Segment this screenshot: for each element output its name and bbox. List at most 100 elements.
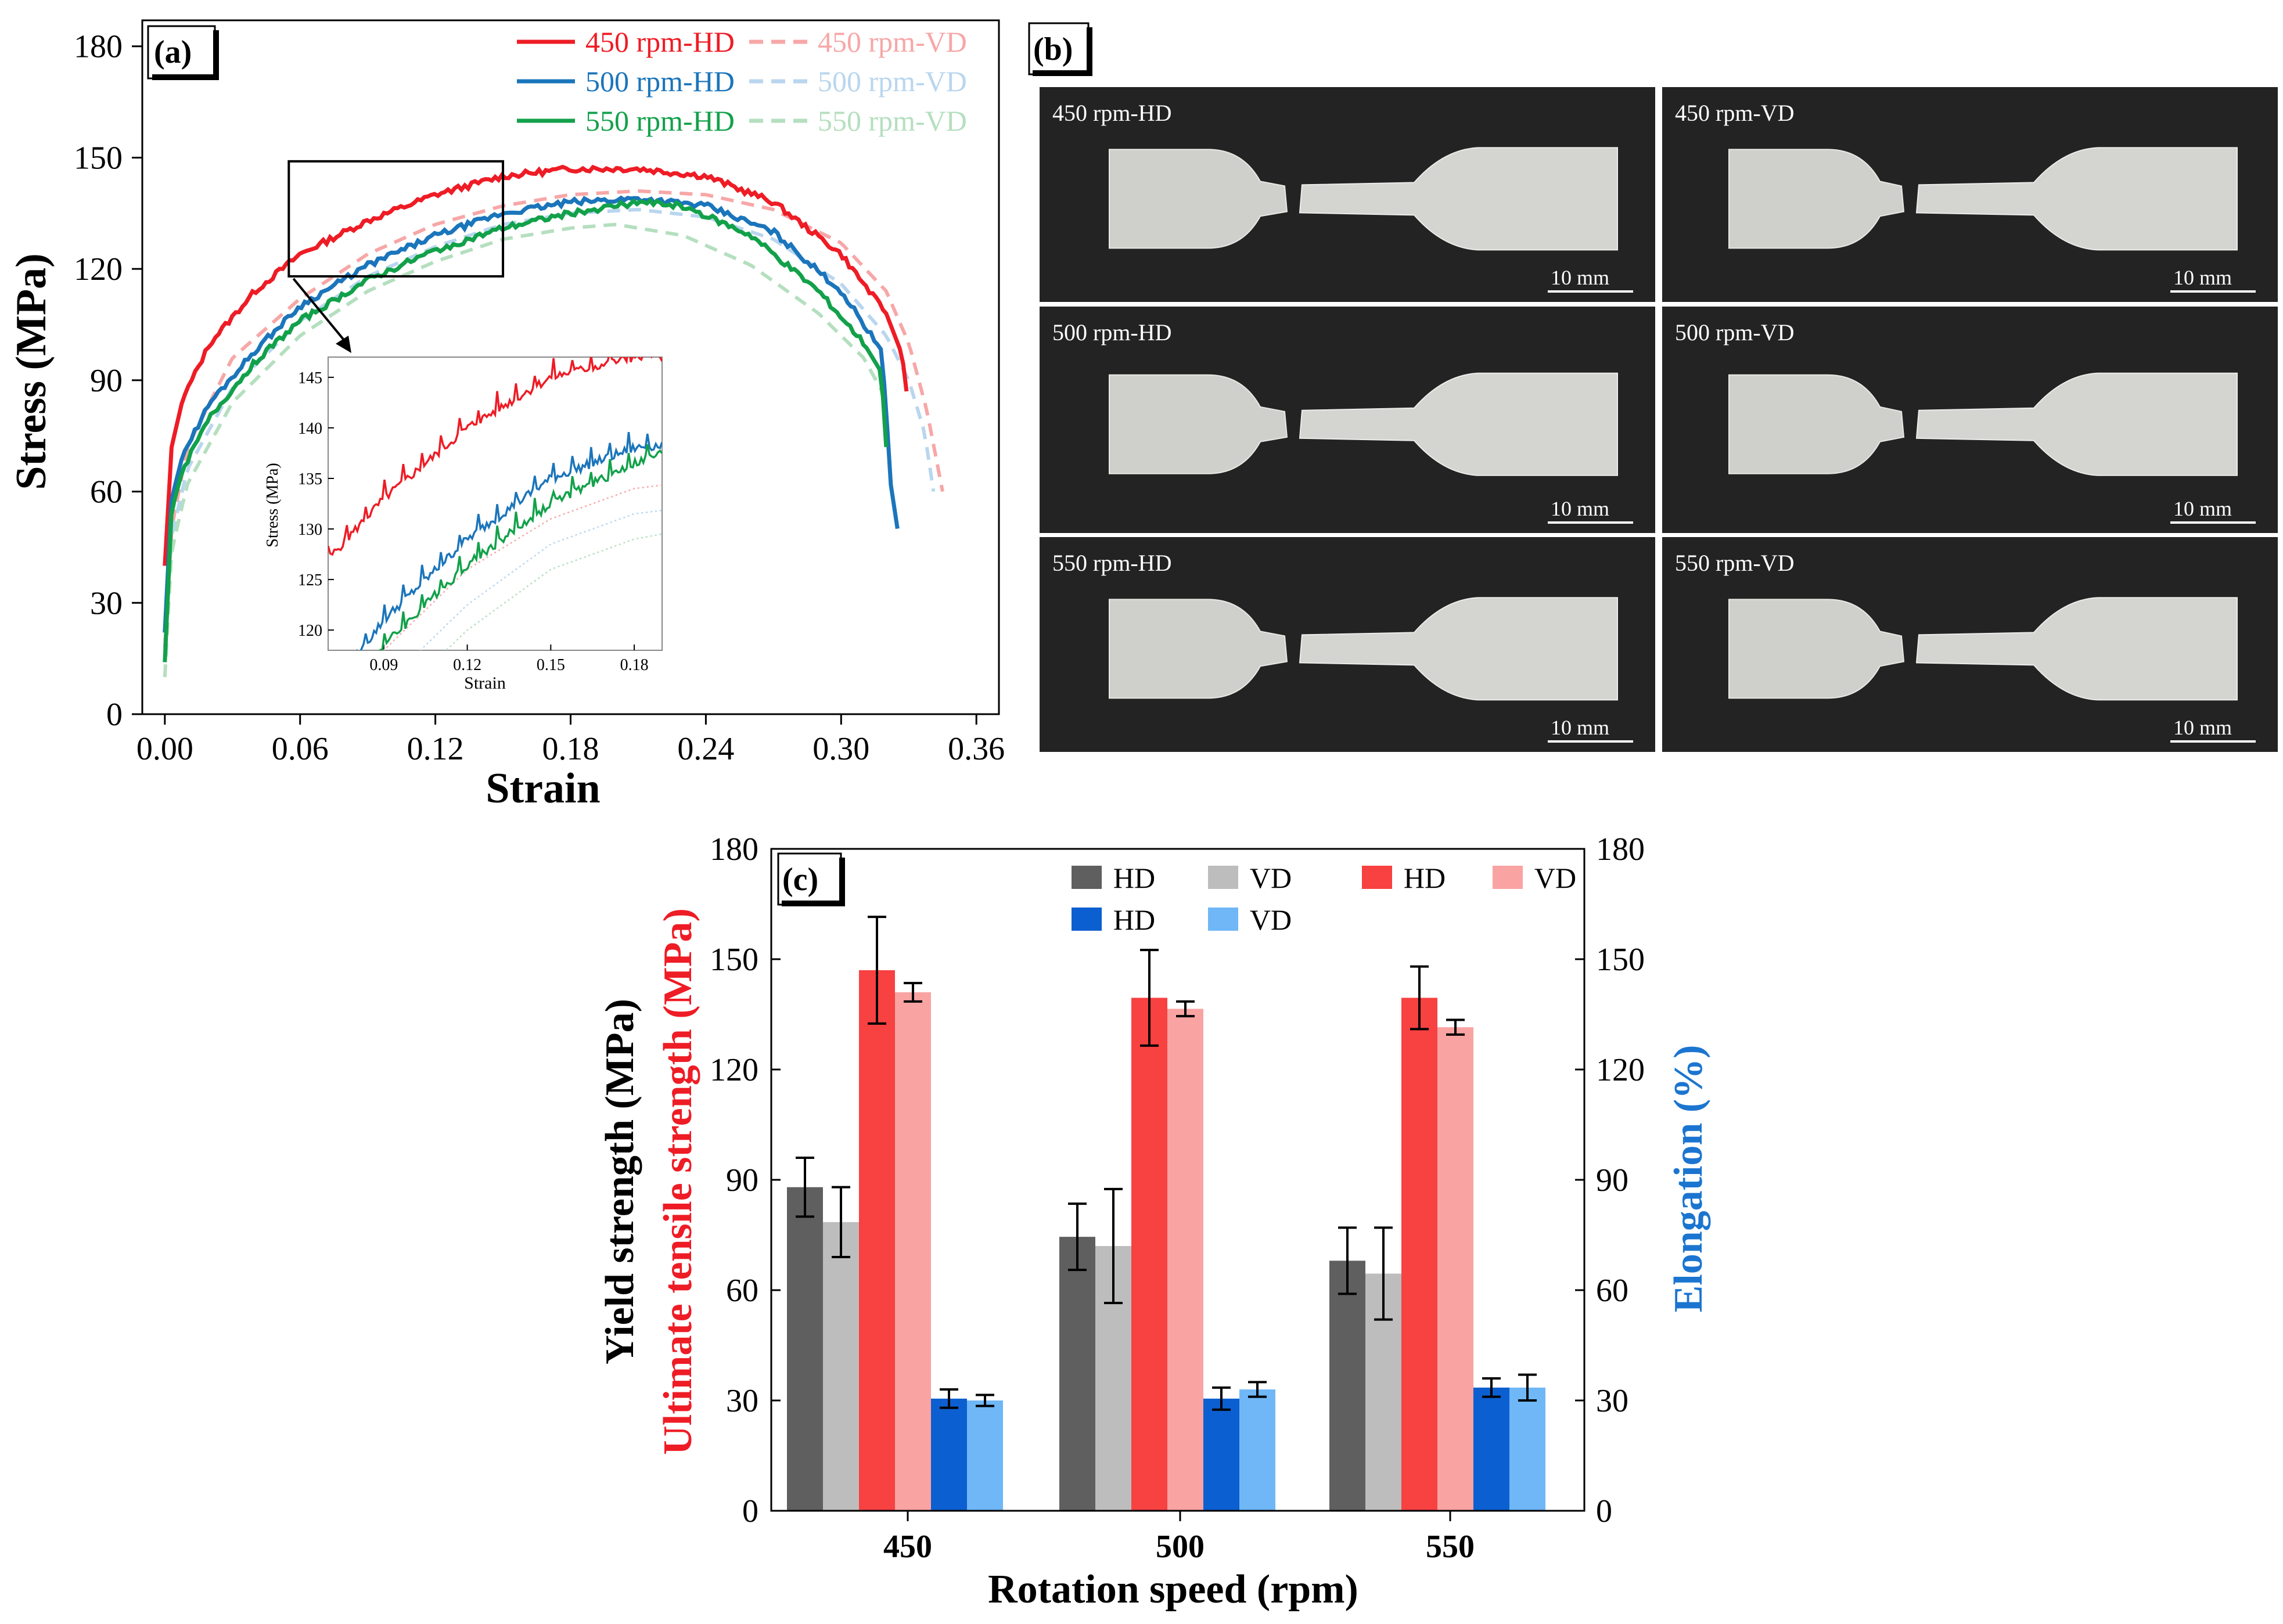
panel-b-scale-label: 10 mm [2173, 266, 2232, 289]
panel-a-inset-xtick-label: 0.09 [369, 656, 398, 674]
panel-a-xtick-label: 0.18 [542, 731, 599, 767]
panel-c-ytick-label: 90 [726, 1162, 758, 1198]
panel-b-scale-label: 10 mm [2173, 497, 2232, 520]
panel-c-xtick-label: 550 [1426, 1529, 1475, 1565]
panel-c-legend-label: HD [1404, 862, 1446, 894]
panel-b-label: (b) [1033, 31, 1073, 67]
panel-a-xtick-label: 0.36 [948, 731, 1005, 767]
panel-a-inset-xtick-label: 0.12 [453, 656, 481, 674]
panel-c-legend-swatch [1072, 866, 1102, 889]
panel-c-bar [787, 1187, 823, 1511]
panel-a-legend-label: 450 rpm-VD [818, 26, 967, 58]
panel-c-bar [1329, 1261, 1365, 1511]
panel-a-xtick-label: 0.06 [272, 731, 329, 767]
panel-a-series-line [163, 189, 944, 648]
panel-a-ytick-label: 90 [90, 363, 123, 399]
panel-c-xlabel: Rotation speed (rpm) [988, 1567, 1358, 1612]
panel-b-photo-grid: 450 rpm-HD 10 mm 450 rpm-VD 10 mm 500 rpm-HD… [1028, 22, 2280, 752]
panel-a-inset-series-line [328, 357, 662, 556]
panel-a-ytick-label: 30 [90, 585, 123, 621]
panel-a-inset-xlabel: Strain [464, 674, 506, 693]
panel-c-bar [1509, 1387, 1545, 1511]
panel-c-bar [931, 1398, 967, 1511]
panel-c-legend-swatch [1208, 908, 1238, 931]
panel-b-tile-label: 550 rpm-HD [1052, 550, 1172, 576]
panel-a-inset-ytick-label: 130 [298, 521, 322, 539]
panel-c-legend: HD VD HD VD HD VD [1072, 862, 1576, 936]
panel-b-specimen-left-half [1728, 599, 1905, 699]
panel-a-inset-series-line [356, 432, 662, 650]
panel-b-tile-label: 500 rpm-VD [1675, 319, 1795, 345]
panel-b-tile-label: 450 rpm-HD [1052, 100, 1172, 126]
panel-c-legend-label: VD [1250, 903, 1292, 936]
panel-a-inset-ytick-label: 145 [298, 369, 322, 387]
panel-c-right-ytick-label: 60 [1596, 1273, 1628, 1309]
panel-b-specimen-left-half [1728, 374, 1905, 474]
panel-b-specimen-right-half [1299, 372, 1618, 476]
panel-a-xtick-label: 0.30 [812, 731, 869, 767]
panel-a-inset-series-line [383, 484, 662, 650]
panel-a-zoom-arrowhead [336, 336, 351, 353]
panel-a-inset-ytick-label: 125 [298, 571, 322, 589]
panel-c-axes: 0 30 60 90 120 150 180 0 30 60 90 120 150 180 450 500 55… [710, 831, 1645, 1565]
panel-b-specimen-left-half [1109, 149, 1288, 249]
panel-a-ylabel: Stress (MPa) [8, 253, 55, 490]
panel-c-legend-swatch [1072, 908, 1102, 931]
panel-a-line-chart: 0.00 0.06 0.12 0.18 0.24 0.30 0.36 0 30 60 90 120 15… [8, 19, 1005, 812]
panel-c-xtick-label: 450 [883, 1529, 932, 1565]
panel-c-legend-label: HD [1113, 903, 1155, 936]
panel-a-inset-series-line [419, 509, 662, 650]
panel-c-right-ytick-label: 30 [1596, 1383, 1628, 1419]
panel-a-ytick-label: 180 [74, 29, 123, 65]
panel-b-scale-label: 10 mm [2173, 716, 2232, 739]
panel-b-tile-label: 450 rpm-VD [1675, 100, 1795, 126]
panel-a-legend-label: 500 rpm-HD [585, 65, 735, 98]
panel-c-legend-swatch [1493, 866, 1523, 889]
panel-c-bar [1401, 998, 1437, 1511]
panel-a-legend-label: 550 rpm-HD [585, 105, 735, 137]
panel-c-bar [1059, 1237, 1095, 1511]
panel-b-specimen-right-half [1915, 147, 2238, 251]
panel-c-right-ytick-label: 0 [1596, 1493, 1612, 1529]
panel-c-bar [1437, 1027, 1473, 1511]
panel-a-ytick-label: 0 [106, 697, 123, 733]
panel-a-inset-series-line [445, 533, 662, 650]
panel-c-bar [1167, 1009, 1203, 1511]
panel-a-inset-chart: 0.09 0.12 0.15 0.18 120 125 130 135 140 145 Strai… [264, 357, 663, 693]
panel-b-specimen-right-half [1299, 597, 1618, 701]
panel-c-ylabel-line2: Ultimate tensile strength (MPa) [656, 908, 700, 1455]
panel-a-xlabel: Strain [486, 765, 600, 812]
panel-c-label-box: (c) [777, 852, 845, 906]
panel-c-bars [787, 916, 1545, 1511]
panel-a-xtick-label: 0.24 [677, 731, 734, 767]
panel-a-inset-ytick-label: 140 [298, 420, 322, 438]
panel-c-bar [1239, 1389, 1275, 1511]
panel-b-specimen-left-half [1728, 149, 1905, 249]
panel-c-bar [1203, 1398, 1239, 1511]
panel-a-ytick-label: 120 [74, 251, 123, 287]
panel-c-ytick-label: 0 [742, 1493, 758, 1529]
panel-a-legend-label: 450 rpm-HD [585, 26, 735, 58]
panel-a-zoom-box [287, 160, 505, 278]
panel-c-bar [823, 1222, 859, 1511]
panel-a-inset-ytick-label: 135 [298, 470, 322, 488]
panel-c-bar-chart: 0 30 60 90 120 150 180 0 30 60 90 120 150 180 450 500 55… [598, 831, 1711, 1612]
panel-b-specimen-left-half [1109, 374, 1288, 474]
panel-a-inset-series [328, 357, 662, 650]
panel-b-label-box: (b) [1028, 22, 1092, 76]
panel-c-legend-swatch [1208, 866, 1238, 889]
panel-c-bar [859, 970, 895, 1511]
panel-c-bar [1131, 998, 1167, 1511]
panel-b-scale-label: 10 mm [1551, 266, 1609, 289]
panel-a-label: (a) [154, 34, 192, 70]
panel-c-ytick-label: 150 [710, 942, 758, 978]
panel-c-right-ytick-label: 120 [1596, 1052, 1645, 1088]
panel-b-specimen-right-half [1915, 372, 2238, 476]
panel-b-specimen-right-half [1915, 597, 2238, 701]
panel-b-specimen-right-half [1299, 147, 1618, 251]
panel-a-ytick-label: 60 [90, 474, 123, 510]
panel-a-series-line [163, 197, 889, 662]
panel-b-tile-label: 550 rpm-VD [1675, 550, 1795, 576]
panel-c-legend-label: HD [1113, 862, 1155, 894]
